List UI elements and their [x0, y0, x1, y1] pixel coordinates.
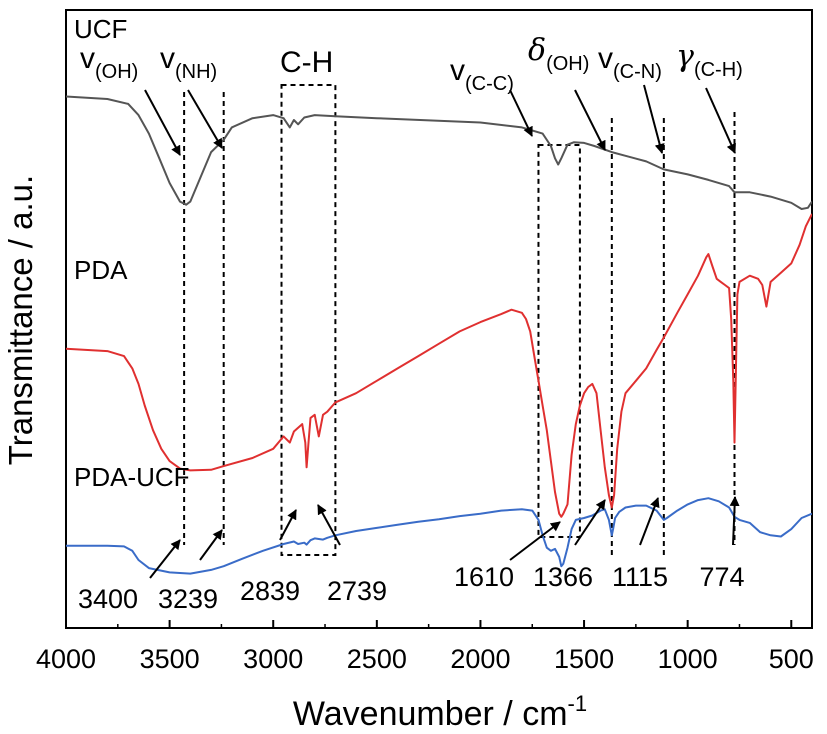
annotations: 3400 3239 2839 2739 1610 1366 1115 774 v(OH) v(NH… [78, 33, 745, 614]
plot-frame [65, 9, 813, 629]
series-labels: UCF PDA PDA-UCF [74, 14, 190, 492]
x-tick-label: 4000 [36, 644, 96, 674]
annotation-arrow [187, 89, 223, 149]
annotation-arrow [509, 89, 533, 137]
band-boxes [280, 84, 581, 556]
x-tick-label: 500 [769, 644, 814, 674]
annotation-arrow [643, 84, 665, 154]
annotation-arrow [149, 539, 181, 579]
x-axis-label: Wavenumber / cm-1 [293, 691, 587, 733]
x-tick-label: 2500 [347, 644, 407, 674]
annotation-arrow [317, 504, 341, 546]
band-label: v(NH) [160, 42, 217, 83]
x-tick-label: 2000 [450, 644, 510, 674]
peak-label: 2739 [327, 576, 387, 606]
ch-band-box [280, 84, 337, 556]
annotation-arrow [729, 496, 740, 546]
peak-label: 1610 [454, 562, 514, 592]
series-label: UCF [74, 14, 127, 44]
cc-band-box [537, 144, 581, 538]
series-line-pda-ucf [66, 497, 812, 575]
peak-label: 1115 [612, 562, 668, 592]
annotation-arrow [705, 87, 736, 154]
y-axis-label: Transmittance / a.u. [2, 175, 39, 465]
band-label: v(C-C) [450, 54, 514, 95]
peak-label: 774 [699, 562, 744, 592]
series-label: PDA [74, 255, 128, 285]
annotation-arrow [509, 521, 561, 561]
band-label: δ(OH) [528, 33, 589, 75]
x-tick-label: 1500 [554, 644, 614, 674]
peak-label: 3239 [158, 584, 218, 614]
spectra [66, 95, 812, 575]
band-label: C-H [280, 46, 333, 79]
annotation-arrow [199, 529, 223, 561]
x-tick-label: 3500 [140, 644, 200, 674]
series-label: PDA-UCF [74, 462, 190, 492]
peak-label: 2839 [240, 576, 300, 606]
peak-reference-lines [183, 92, 736, 555]
peak-label: 3400 [78, 584, 138, 614]
x-tick-label: 1000 [658, 644, 718, 674]
band-label: v(C-N) [598, 42, 662, 83]
annotation-arrow [144, 89, 181, 156]
peak-label: 1366 [533, 562, 593, 592]
annotation-arrow [574, 499, 606, 546]
annotation-arrow [279, 509, 297, 541]
band-label: v(OH) [80, 42, 138, 83]
series-line-pda [66, 213, 812, 518]
series-line-ucf [66, 95, 812, 210]
annotation-arrow [574, 89, 606, 151]
x-axis-ticks: 4000 3500 3000 2500 2000 1500 1000 500 [36, 620, 814, 674]
annotation-arrow [639, 497, 660, 546]
x-tick-label: 3000 [243, 644, 303, 674]
band-label: γ(C-H) [676, 39, 743, 81]
